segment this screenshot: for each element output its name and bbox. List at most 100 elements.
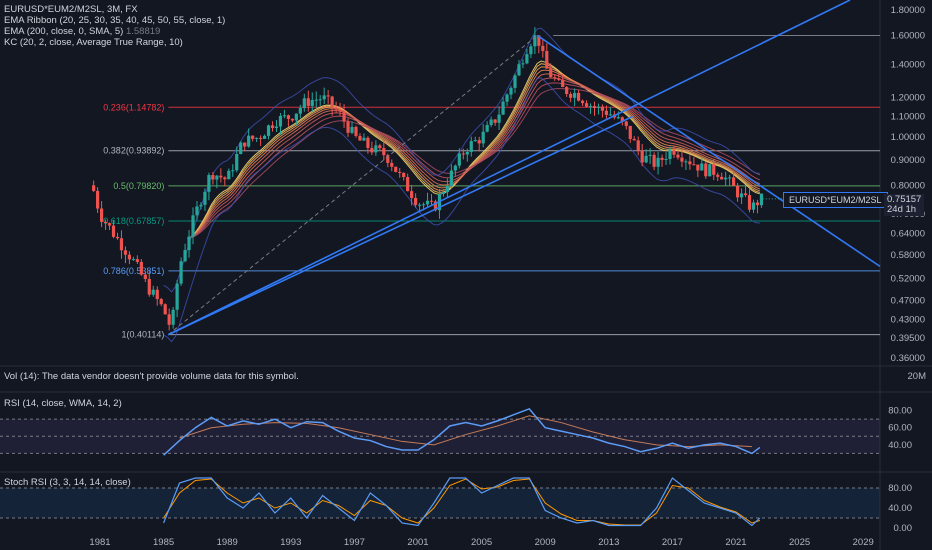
candle-body: [231, 170, 235, 172]
stoch-label: Stoch RSI (3, 3, 14, 14, close): [4, 477, 131, 488]
ema-ribbon-line: [187, 82, 761, 240]
candle-body: [362, 137, 366, 141]
fib-label: 0.5(0.79820): [113, 181, 164, 191]
stoch-legend[interactable]: Stoch RSI (3, 3, 14, 14, close): [4, 477, 131, 488]
x-tick-label: 2021: [725, 537, 746, 548]
candles: [92, 27, 764, 331]
candle-body: [656, 157, 660, 167]
ema-legend[interactable]: EMA (200, close, 0, SMA, 5) 1.58819: [4, 26, 160, 37]
candle-body: [402, 172, 406, 177]
candle-body: [624, 121, 628, 126]
candle-body: [704, 163, 708, 177]
fib-label: 1(0.40114): [121, 330, 164, 340]
candle-body: [155, 289, 159, 300]
candle-body: [660, 157, 664, 160]
candle-body: [179, 261, 183, 284]
candle-body: [358, 135, 362, 141]
candle-body: [96, 190, 100, 209]
candle-body: [107, 223, 112, 226]
candle-body: [644, 155, 648, 163]
symbol-title[interactable]: EURUSD*EUM2/M2SL, 3M, FX: [4, 4, 138, 15]
x-tick-label: 2029: [853, 537, 874, 548]
candle-body: [111, 225, 116, 237]
x-tick-label: 2013: [598, 537, 619, 548]
candle-body: [525, 54, 529, 64]
candle-body: [445, 186, 450, 193]
volume-legend[interactable]: Vol (14): The data vendor doesn't provid…: [4, 371, 299, 382]
candle-body: [334, 107, 338, 110]
candle-body: [565, 87, 569, 94]
kc-label: KC (20, 2, close, Average True Range, 10…: [4, 37, 183, 48]
candle-body: [310, 100, 314, 106]
candle-body: [195, 206, 199, 216]
kc-band: [163, 77, 760, 343]
y-tick-label: 1.60000: [891, 30, 925, 41]
candle-body: [537, 35, 541, 46]
candle-body: [700, 163, 704, 171]
y-tick-label: 0.64000: [891, 229, 925, 240]
candle-body: [640, 150, 644, 163]
candle-body: [127, 254, 132, 260]
candle-body: [684, 161, 688, 163]
candle-body: [588, 106, 593, 108]
candle-body: [449, 170, 453, 187]
candle-body: [211, 174, 215, 180]
trend-line-rising: [168, 0, 851, 336]
stoch-tick-label: 0.00: [894, 523, 913, 534]
candle-body: [429, 200, 434, 202]
candle-body: [664, 158, 668, 160]
candle-body: [151, 289, 155, 295]
y-tick-label: 1.20000: [891, 93, 925, 104]
candle-body: [728, 177, 732, 179]
candle-body: [274, 126, 279, 129]
rsi-legend[interactable]: RSI (14, close, WMA, 14, 2): [4, 398, 122, 409]
candle-body: [147, 278, 151, 295]
axes: 1.80000 1.60000 1.40000 1.20000 1.10000 1.000…: [89, 5, 925, 548]
symbol-price-tag[interactable]: EURUSD*EUM2/M2SL: [783, 192, 888, 208]
y-tick-label: 1.00000: [891, 132, 925, 143]
candle-body: [569, 93, 573, 98]
candle-body: [604, 110, 609, 115]
candle-body: [596, 106, 601, 108]
candle-body: [716, 174, 720, 177]
ema-ribbon-legend[interactable]: EMA Ribbon (20, 25, 30, 35, 40, 45, 50, …: [4, 15, 225, 26]
candle-body: [505, 94, 509, 102]
candle-body: [692, 164, 696, 166]
candle-body: [342, 111, 346, 122]
candle-body: [739, 193, 744, 198]
candle-body: [183, 250, 187, 262]
rsi-wma-line: [179, 415, 752, 448]
candle-body: [696, 164, 700, 171]
candle-body: [251, 135, 255, 139]
stoch-tick-label: 40.00: [888, 503, 912, 514]
kc-legend[interactable]: KC (20, 2, close, Average True Range, 10…: [4, 37, 183, 48]
candle-body: [557, 78, 561, 80]
candle-body: [529, 46, 533, 55]
candle-body: [632, 138, 636, 141]
ema-ribbon-label: EMA Ribbon (20, 25, 30, 35, 40, 45, 50, …: [4, 15, 226, 26]
candle-body: [600, 106, 605, 111]
candle-body: [616, 117, 620, 119]
candle-body: [620, 117, 624, 122]
candle-body: [278, 115, 283, 127]
rsi-label: RSI (14, close, WMA, 14, 2): [4, 398, 122, 409]
candle-body: [457, 153, 461, 166]
candle-body: [115, 236, 120, 239]
candle-body: [175, 283, 179, 310]
last-price-value: 0.75157: [887, 194, 922, 205]
candle-body: [553, 77, 557, 79]
candle-body: [258, 137, 263, 139]
candle-body: [270, 125, 275, 129]
candle-body: [326, 95, 330, 97]
candle-body: [219, 175, 223, 178]
candle-body: [338, 109, 342, 112]
candle-body: [481, 131, 485, 144]
stoch-k-line: [163, 477, 761, 527]
candle-body: [708, 164, 712, 177]
candle-body: [688, 161, 692, 165]
candle-body: [465, 151, 469, 155]
candle-body: [414, 197, 418, 205]
candle-body: [441, 192, 446, 194]
candle-body: [580, 100, 585, 104]
